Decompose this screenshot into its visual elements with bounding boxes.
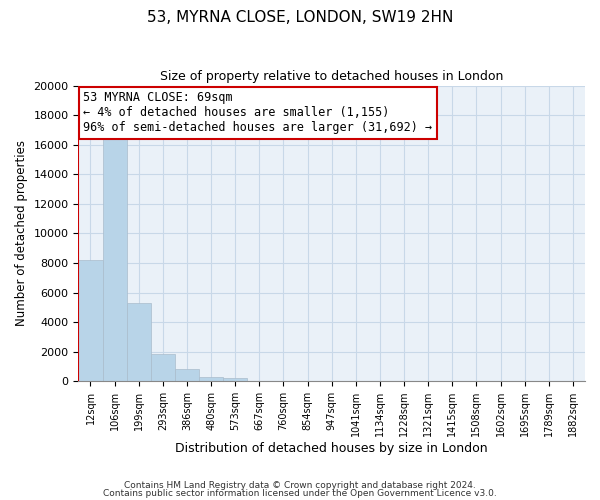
Text: 53, MYRNA CLOSE, LONDON, SW19 2HN: 53, MYRNA CLOSE, LONDON, SW19 2HN — [147, 10, 453, 25]
Text: Contains public sector information licensed under the Open Government Licence v3: Contains public sector information licen… — [103, 488, 497, 498]
Bar — [199, 377, 223, 381]
Bar — [127, 303, 151, 381]
Title: Size of property relative to detached houses in London: Size of property relative to detached ho… — [160, 70, 503, 83]
Bar — [151, 354, 175, 381]
Bar — [223, 378, 247, 381]
Text: Contains HM Land Registry data © Crown copyright and database right 2024.: Contains HM Land Registry data © Crown c… — [124, 481, 476, 490]
Bar — [103, 136, 127, 381]
Y-axis label: Number of detached properties: Number of detached properties — [15, 140, 28, 326]
Bar — [79, 260, 103, 381]
Text: 53 MYRNA CLOSE: 69sqm
← 4% of detached houses are smaller (1,155)
96% of semi-de: 53 MYRNA CLOSE: 69sqm ← 4% of detached h… — [83, 92, 433, 134]
X-axis label: Distribution of detached houses by size in London: Distribution of detached houses by size … — [175, 442, 488, 455]
Bar — [175, 370, 199, 381]
